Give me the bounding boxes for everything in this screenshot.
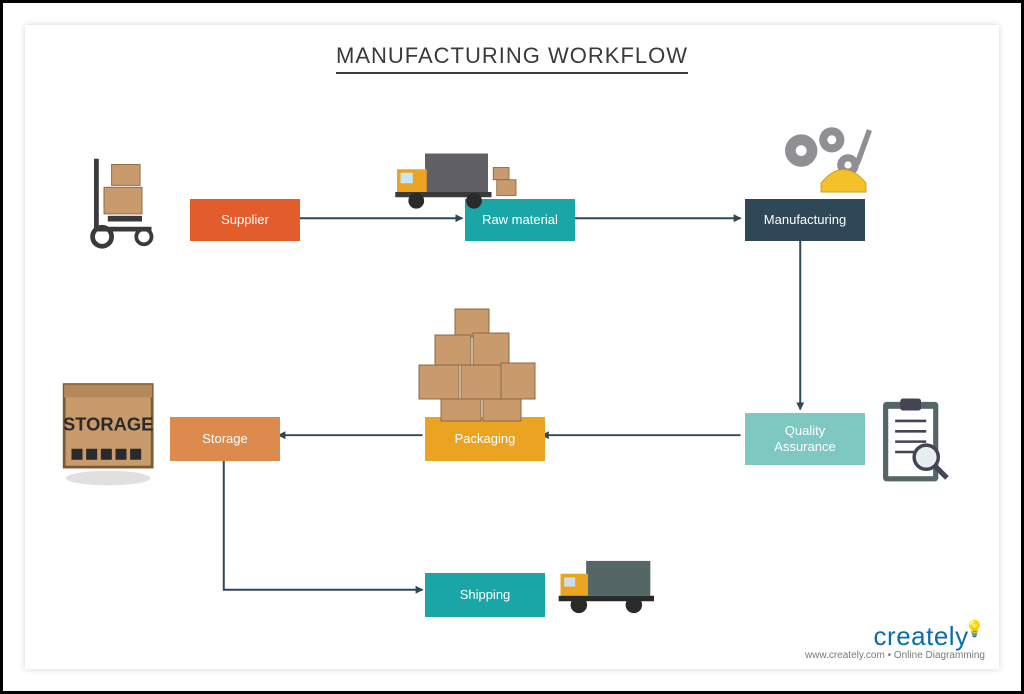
diagram-canvas: MANUFACTURING WORKFLOW SupplierRaw mater… <box>25 25 999 669</box>
node-storage: Storage <box>170 417 280 461</box>
diagram-title: MANUFACTURING WORKFLOW <box>25 43 999 69</box>
gears-hardhat-icon <box>765 120 895 210</box>
bulb-icon: 💡 <box>965 619 985 639</box>
node-quality: Quality Assurance <box>745 413 865 465</box>
hand-truck-boxes-icon <box>85 155 180 250</box>
edge-storage-shipping <box>224 457 423 590</box>
diagram-frame: MANUFACTURING WORKFLOW SupplierRaw mater… <box>0 0 1024 694</box>
branding-footer: creately💡 www.creately.com • Online Diag… <box>805 621 985 661</box>
node-supplier: Supplier <box>190 199 300 241</box>
brand-tagline: www.creately.com • Online Diagramming <box>805 650 985 661</box>
brand-name: creately <box>874 621 969 651</box>
truck-boxes-icon <box>385 143 535 213</box>
brand-logo: creately💡 <box>805 621 985 652</box>
diagram-title-text: MANUFACTURING WORKFLOW <box>336 43 688 74</box>
clipboard-search-icon <box>875 395 955 490</box>
stacked-boxes-icon <box>405 305 545 425</box>
storage-crate-icon: STORAGE <box>55 375 165 495</box>
svg-text:STORAGE: STORAGE <box>63 413 153 434</box>
delivery-truck-icon <box>555 555 665 620</box>
node-shipping: Shipping <box>425 573 545 617</box>
